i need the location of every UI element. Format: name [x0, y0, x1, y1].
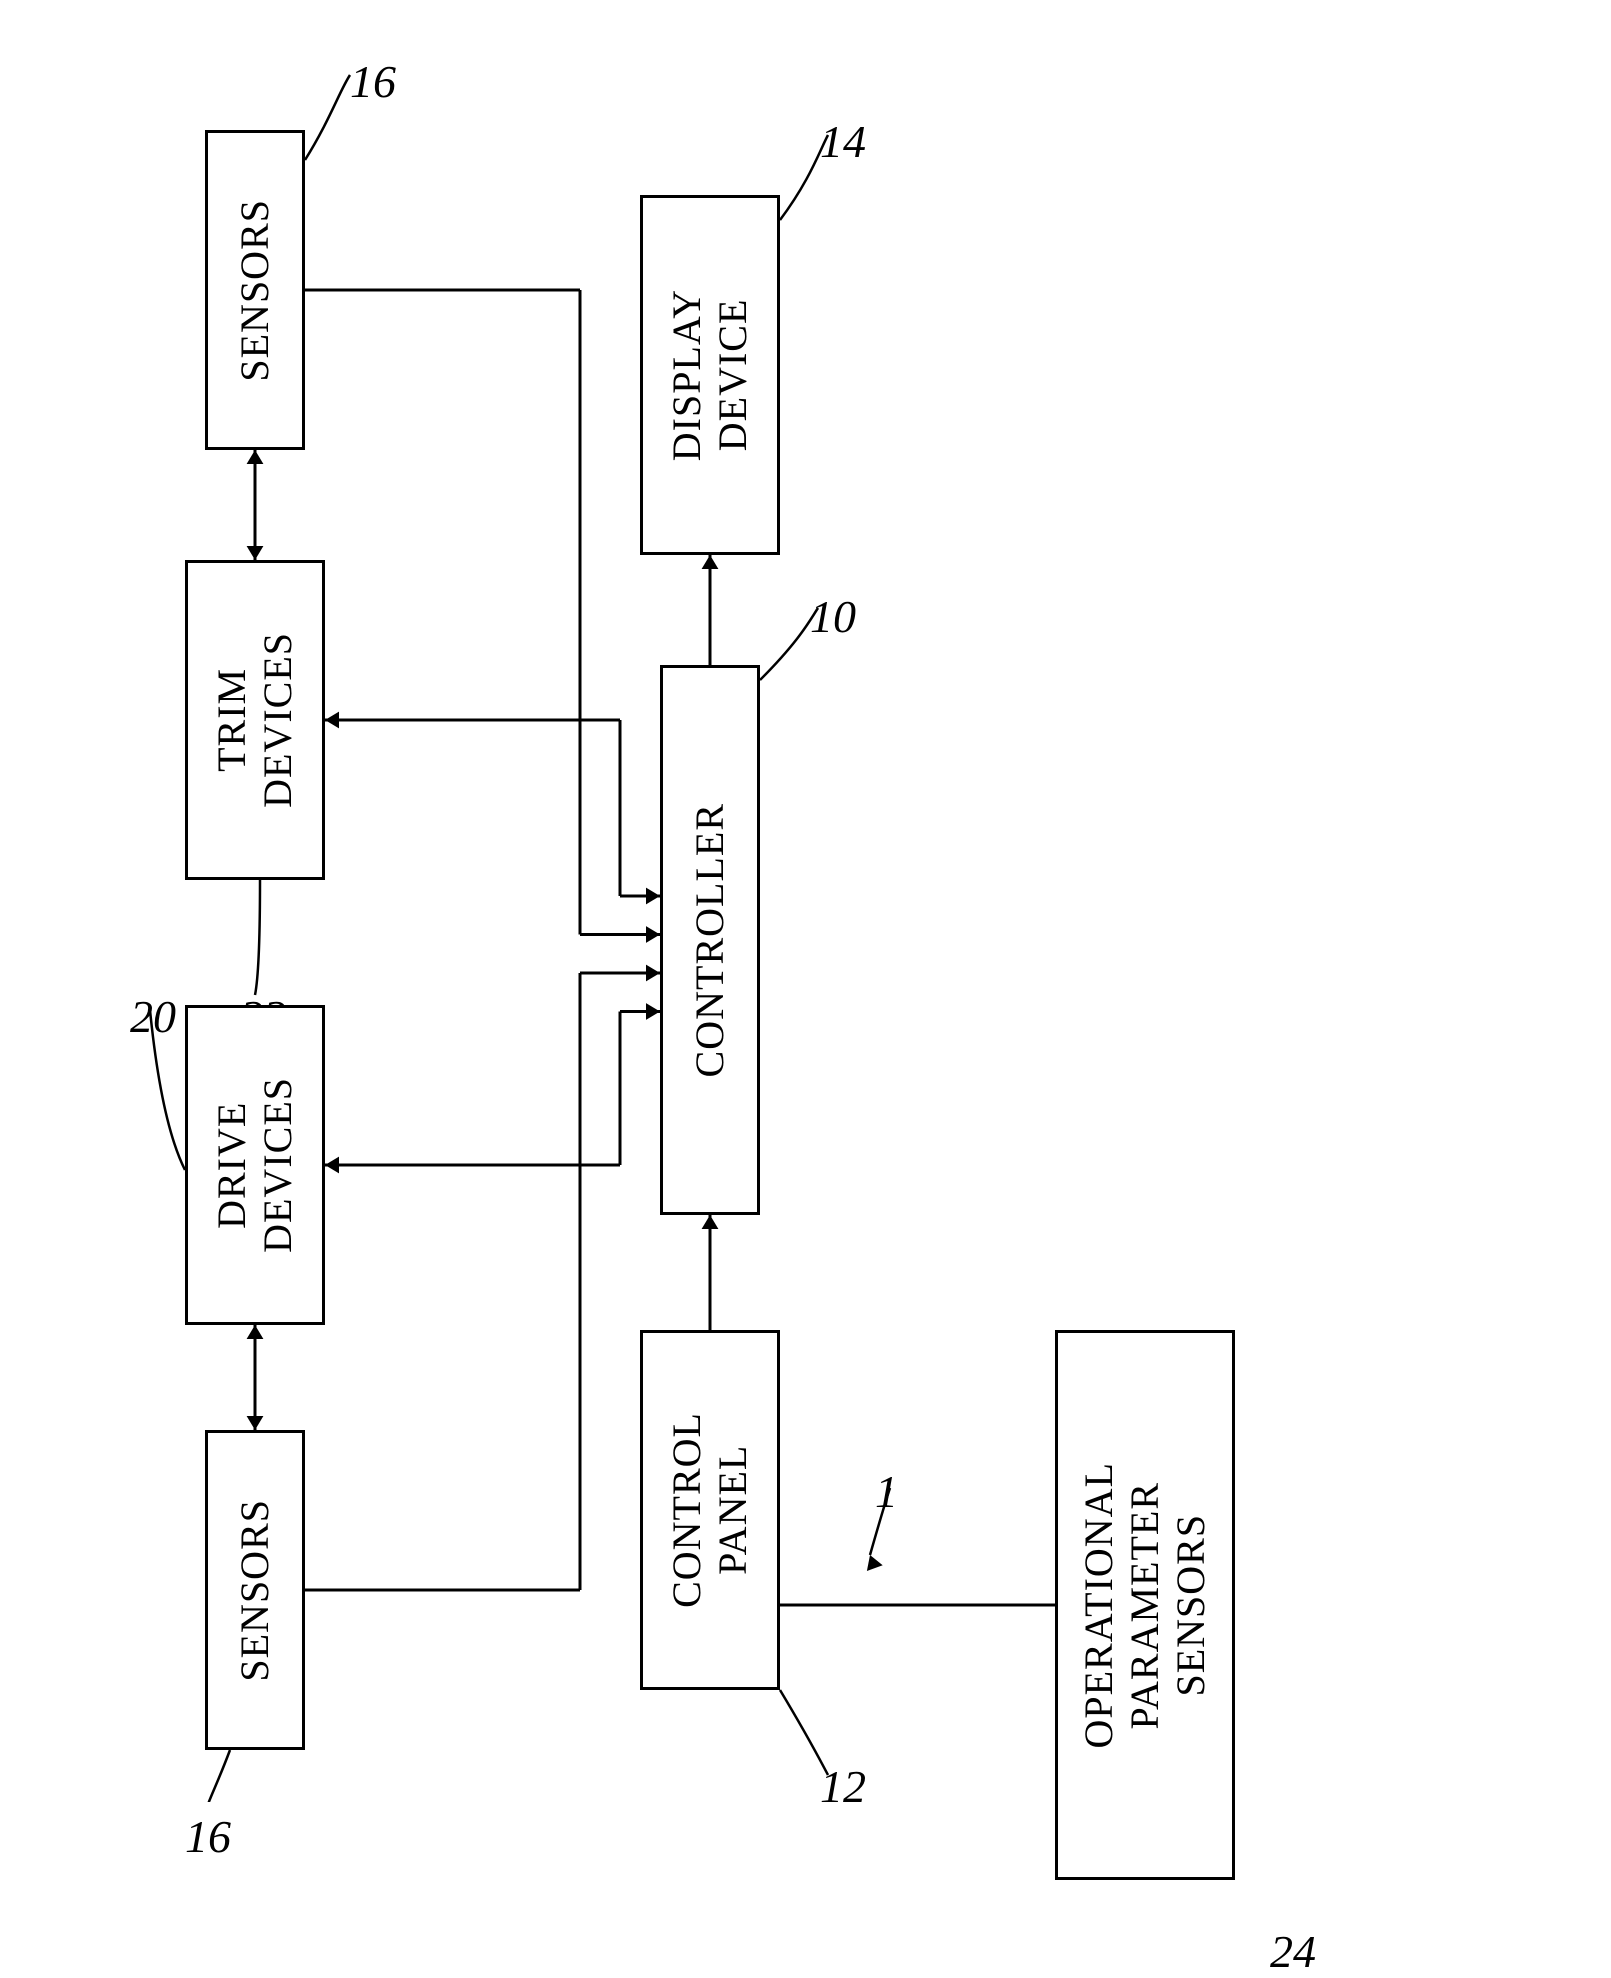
block-label-control_panel: CONTROLPANEL [664, 1412, 756, 1608]
block-label-op_param: OPERATIONALPARAMETERSENSORS [1076, 1462, 1214, 1749]
block-sensors_top: SENSORS [205, 130, 305, 450]
ref-display_device: 14 [820, 115, 866, 168]
block-label-sensors_bot: SENSORS [232, 1499, 278, 1682]
block-label-trim_devices: TRIMDEVICES [209, 632, 301, 808]
ref-control_panel: 12 [820, 1760, 866, 1813]
ref-system: 1 [875, 1465, 898, 1518]
block-label-drive_devices: DRIVEDEVICES [209, 1077, 301, 1253]
block-trim_devices: TRIMDEVICES [185, 560, 325, 880]
block-display_device: DISPLAYDEVICE [640, 195, 780, 555]
block-sensors_bot: SENSORS [205, 1430, 305, 1750]
block-label-sensors_top: SENSORS [232, 199, 278, 382]
block-label-controller: CONTROLLER [687, 803, 733, 1077]
block-control_panel: CONTROLPANEL [640, 1330, 780, 1690]
ref-drive_devices: 20 [130, 990, 176, 1043]
ref-sensors_bot: 16 [185, 1810, 231, 1863]
block-drive_devices: DRIVEDEVICES [185, 1005, 325, 1325]
block-label-display_device: DISPLAYDEVICE [664, 289, 756, 461]
ref-op_param: 24 [1270, 1925, 1316, 1978]
block-controller: CONTROLLER [660, 665, 760, 1215]
block-op_param: OPERATIONALPARAMETERSENSORS [1055, 1330, 1235, 1880]
ref-sensors_top: 16 [350, 55, 396, 108]
ref-controller: 10 [810, 590, 856, 643]
diagram-container: FIG. 1 SENSORS16TRIMDEVICES22DRIVEDEVICE… [0, 0, 1611, 1802]
